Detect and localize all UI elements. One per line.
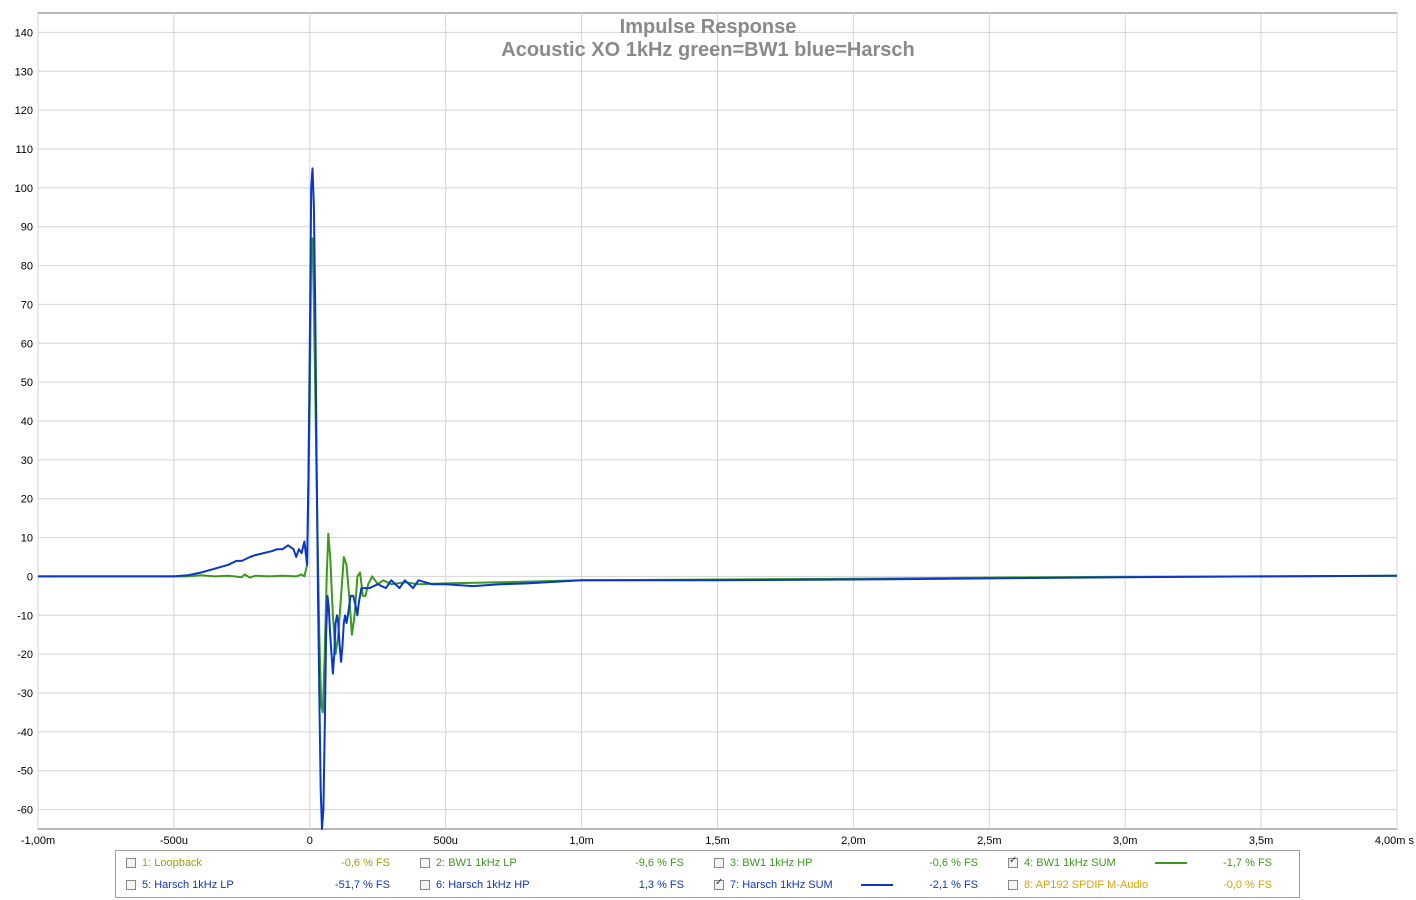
y-tick-label: 50 bbox=[21, 377, 33, 389]
legend-item-3[interactable]: 3: BW1 1kHz HP -0,6 % FS bbox=[714, 855, 999, 871]
legend-label: 2: BW1 1kHz LP bbox=[436, 857, 517, 869]
y-tick-label: 90 bbox=[21, 222, 33, 234]
legend-item-5[interactable]: 5: Harsch 1kHz LP -51,7 % FS bbox=[126, 877, 411, 893]
y-tick-label: 30 bbox=[21, 455, 33, 467]
y-tick-label: -20 bbox=[17, 649, 33, 661]
y-tick-label: 10 bbox=[21, 533, 33, 545]
legend-label: 5: Harsch 1kHz LP bbox=[142, 879, 234, 891]
legend-value: -0,6 % FS bbox=[341, 857, 390, 869]
legend-value: 1,3 % FS bbox=[638, 879, 684, 891]
legend-checkbox[interactable] bbox=[714, 877, 724, 890]
y-tick-label: 70 bbox=[21, 299, 33, 311]
chart-title: Impulse Response bbox=[620, 16, 797, 38]
x-tick-label: 2,0m bbox=[841, 835, 865, 847]
legend-checkbox[interactable] bbox=[126, 880, 136, 890]
x-tick-label: 500u bbox=[433, 835, 457, 847]
legend-checkbox[interactable] bbox=[126, 858, 136, 868]
grid-lines bbox=[37, 13, 1398, 829]
y-tick-label: -50 bbox=[17, 766, 33, 778]
y-tick-label: 60 bbox=[21, 338, 33, 350]
series-line-1 bbox=[38, 237, 1398, 714]
y-axis-ticks: 1401301201101009080706050403020100-10-20… bbox=[15, 27, 33, 816]
legend-label: 7: Harsch 1kHz SUM bbox=[730, 879, 833, 891]
x-tick-label: 0 bbox=[307, 835, 313, 847]
chart-subtitle: Acoustic XO 1kHz green=BW1 blue=Harsch bbox=[501, 39, 914, 61]
series-line-2 bbox=[38, 167, 1398, 830]
legend-item-6[interactable]: 6: Harsch 1kHz HP 1,3 % FS bbox=[420, 877, 705, 893]
legend-item-7[interactable]: 7: Harsch 1kHz SUM -2,1 % FS bbox=[714, 877, 999, 893]
x-tick-label: 1,5m bbox=[705, 835, 729, 847]
legend-item-4[interactable]: 4: BW1 1kHz SUM -1,7 % FS bbox=[1008, 855, 1293, 871]
y-tick-label: 110 bbox=[15, 144, 33, 156]
x-tick-label: 1,0m bbox=[569, 835, 593, 847]
legend-value: -51,7 % FS bbox=[334, 879, 390, 891]
y-tick-label: 40 bbox=[21, 416, 33, 428]
legend-checkbox[interactable] bbox=[420, 858, 430, 868]
legend-checkbox[interactable] bbox=[420, 880, 430, 890]
legend-checkbox[interactable] bbox=[1008, 855, 1018, 868]
legend-item-2[interactable]: 2: BW1 1kHz LP -9,6 % FS bbox=[420, 855, 705, 871]
y-tick-label: 120 bbox=[15, 105, 33, 117]
legend-item-1[interactable]: 1: Loopback -0,6 % FS bbox=[126, 855, 411, 871]
legend-label: 1: Loopback bbox=[142, 857, 202, 869]
y-tick-label: 0 bbox=[27, 571, 33, 583]
legend-label: 8: AP192 SPDIF M-Audio bbox=[1024, 879, 1149, 891]
y-tick-label: 100 bbox=[15, 183, 33, 195]
impulse-response-chart: 1401301201101009080706050403020100-10-20… bbox=[15, 12, 1415, 847]
legend-label: 6: Harsch 1kHz HP bbox=[436, 879, 530, 891]
y-tick-label: -60 bbox=[17, 805, 33, 817]
legend-label: 4: BW1 1kHz SUM bbox=[1024, 857, 1116, 869]
x-tick-label: -1,00m bbox=[21, 835, 55, 847]
legend-line-swatch bbox=[1155, 862, 1187, 864]
legend-checkbox[interactable] bbox=[1008, 880, 1018, 890]
legend-item-8[interactable]: 8: AP192 SPDIF M-Audio -0,0 % FS bbox=[1008, 877, 1293, 893]
legend-label: 3: BW1 1kHz HP bbox=[730, 857, 813, 869]
y-tick-label: 20 bbox=[21, 494, 33, 506]
legend-value: -0,0 % FS bbox=[1223, 879, 1272, 891]
legend-value: -1,7 % FS bbox=[1223, 857, 1272, 869]
legend: 1: Loopback -0,6 % FS 2: BW1 1kHz LP -9,6 %… bbox=[115, 850, 1300, 898]
x-tick-label: 4,00m s bbox=[1375, 835, 1415, 847]
legend-value: -2,1 % FS bbox=[929, 879, 978, 891]
x-tick-label: 3,5m bbox=[1249, 835, 1273, 847]
legend-checkbox[interactable] bbox=[714, 858, 724, 868]
x-tick-label: -500u bbox=[160, 835, 188, 847]
x-tick-label: 3,0m bbox=[1113, 835, 1137, 847]
y-tick-label: -30 bbox=[17, 688, 33, 700]
y-tick-label: 130 bbox=[15, 66, 33, 78]
legend-value: -0,6 % FS bbox=[929, 857, 978, 869]
y-tick-label: -40 bbox=[17, 727, 33, 739]
y-tick-label: 140 bbox=[15, 27, 33, 39]
x-axis-ticks: -1,00m -500u 0 500u 1,0m 1,5m 2,0m 2,5m 3,0m 3,5m… bbox=[21, 835, 1415, 847]
series-group bbox=[38, 167, 1398, 830]
y-tick-label: 80 bbox=[21, 261, 33, 273]
legend-value: -9,6 % FS bbox=[635, 857, 684, 869]
x-tick-label: 2,5m bbox=[977, 835, 1001, 847]
legend-line-swatch bbox=[861, 884, 893, 886]
y-tick-label: -10 bbox=[17, 610, 33, 622]
